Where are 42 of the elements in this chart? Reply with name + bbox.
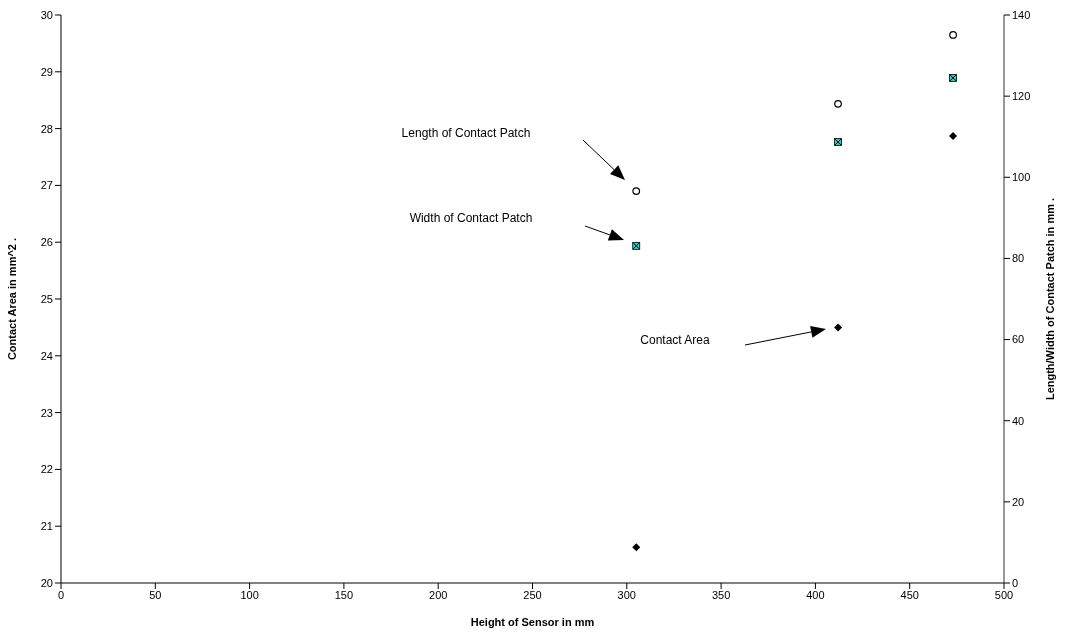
annotation: Contact Area <box>640 333 711 348</box>
x-tick-label: 0 <box>57 588 65 601</box>
y-tick-label: 23 <box>40 406 53 419</box>
y2-tick-label: 100 <box>1012 171 1031 184</box>
x-tick-label: 250 <box>523 588 542 601</box>
annotation: Width of Contact Patch <box>409 211 533 226</box>
point <box>834 323 843 332</box>
y2-tick-label: 40 <box>1012 414 1025 427</box>
point <box>632 187 641 195</box>
annotation: Length of Contact Patch <box>401 126 531 141</box>
y-tick-label: 21 <box>40 520 53 533</box>
y-tick-label: 20 <box>40 576 53 589</box>
y2-tick-label: 120 <box>1012 90 1031 103</box>
y-axis-title: Contact Area in mm^2 . <box>5 237 18 361</box>
x-tick-label: 400 <box>806 588 825 601</box>
point <box>632 543 641 552</box>
y2-tick-label: 140 <box>1012 8 1031 21</box>
y-tick-label: 27 <box>40 179 53 192</box>
x-tick-label: 150 <box>334 588 354 601</box>
point <box>949 30 957 39</box>
x-tick-label: 450 <box>900 588 919 601</box>
y-tick-label: 29 <box>40 65 53 78</box>
point <box>949 131 958 140</box>
x-tick-label: 500 <box>994 588 1014 601</box>
y-tick-label: 24 <box>40 349 53 362</box>
x-tick-label: 50 <box>149 588 162 601</box>
y2-tick-label: 20 <box>1012 495 1025 508</box>
y-tick-label: 28 <box>40 122 53 135</box>
y2-tick-label: 60 <box>1012 333 1025 346</box>
y2-tick-label: 0 <box>1012 576 1019 589</box>
x-axis-title: Height of Sensor in mm <box>470 616 595 628</box>
x-tick-label: 350 <box>711 588 731 601</box>
point <box>834 99 842 108</box>
y-tick-label: 26 <box>40 236 53 249</box>
y2-axis-title: Length/Width of Contact Patch in mm . <box>1043 197 1056 401</box>
x-tick-label: 300 <box>617 588 636 601</box>
y2-tick-label: 80 <box>1012 252 1025 265</box>
y-tick-label: 22 <box>40 463 53 476</box>
y-tick-label: 30 <box>40 8 53 21</box>
y-tick-label: 25 <box>40 292 53 305</box>
x-tick-label: 200 <box>429 588 448 601</box>
x-tick-label: 100 <box>240 588 259 601</box>
